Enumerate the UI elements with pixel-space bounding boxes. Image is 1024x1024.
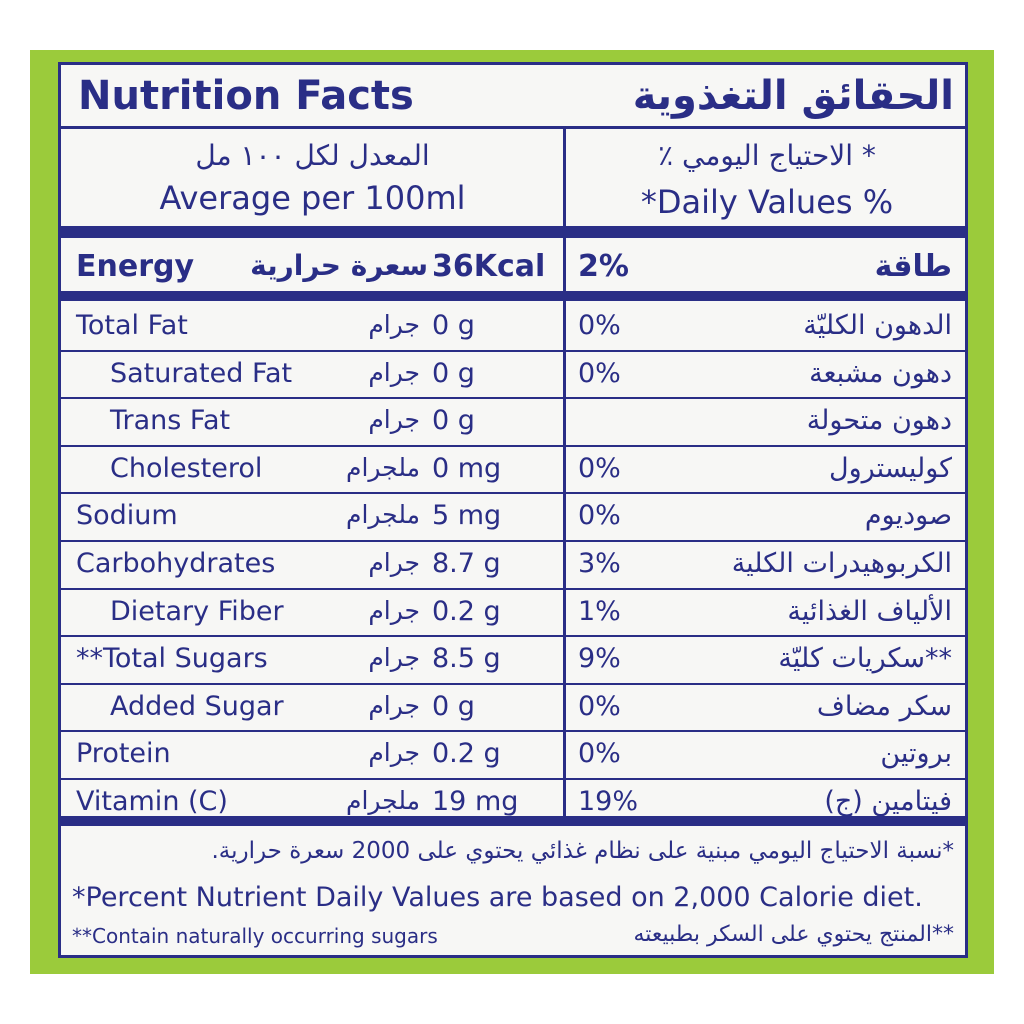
nutrient-en: Saturated Fat	[110, 357, 293, 389]
column-divider	[563, 128, 566, 818]
daily-value: 0%	[578, 738, 621, 770]
daily-value: 9%	[578, 643, 621, 675]
nutrient-ar: دهون مشبعة	[809, 357, 952, 389]
unit-ar: سعرة حرارية	[250, 249, 428, 282]
right-header-ar: * الاحتياج اليومي ٪	[658, 139, 876, 172]
nutrient-en: Total Fat	[76, 310, 188, 341]
unit-ar: ملجرام	[345, 786, 420, 815]
nutrient-en: Trans Fat	[110, 405, 231, 437]
title-en: Nutrition Facts	[78, 73, 414, 119]
nutrient-ar: سكر مضاف	[816, 690, 952, 722]
unit-ar: ملجرام	[345, 500, 420, 530]
amount: 19 mg	[432, 786, 519, 817]
nutrient-en: Cholesterol	[110, 452, 263, 484]
nutrient-ar: فيتامين (ج)	[824, 786, 952, 817]
amount: 0 g	[432, 310, 475, 341]
footnote-en: *Percent Nutrient Daily Values are based…	[72, 882, 923, 913]
daily-value: 19%	[578, 786, 639, 817]
unit-ar: جرام	[368, 548, 420, 577]
nutrient-ar: طاقة	[874, 249, 952, 284]
amount: 8.5 g	[432, 643, 501, 675]
nutrient-ar: الألياف الغذائية	[787, 595, 952, 627]
row-rule	[60, 397, 966, 400]
amount: 5 mg	[432, 500, 502, 532]
thick-rule	[60, 291, 966, 301]
unit-ar: جرام	[368, 643, 420, 673]
unit-ar: ملجرام	[345, 452, 420, 482]
nutrient-en: Energy	[76, 249, 195, 284]
amount: 8.7 g	[432, 548, 501, 579]
daily-value: 3%	[578, 548, 621, 579]
nutrient-en: Added Sugar	[110, 690, 284, 722]
amount: 0 mg	[432, 452, 502, 484]
row-rule	[60, 492, 966, 495]
left-header-ar: المعدل لكل ١٠٠ مل	[195, 139, 430, 172]
amount: 0 g	[432, 357, 475, 389]
nutrient-ar: **سكريات كليّة	[778, 643, 952, 675]
unit-ar: جرام	[368, 405, 420, 435]
row-rule	[60, 778, 966, 780]
row-rule	[60, 587, 966, 590]
title-ar: الحقائق التغذوية	[632, 73, 954, 119]
nutrient-ar: الدهون الكليّة	[803, 310, 952, 341]
nutrient-en: **Total Sugars	[76, 643, 268, 675]
unit-ar: جرام	[368, 738, 420, 768]
nutrient-en: Vitamin (C)	[76, 786, 228, 817]
row-rule	[60, 349, 966, 352]
thick-rule	[60, 226, 966, 238]
amount: 0.2 g	[432, 595, 501, 627]
nutrient-ar: الكربوهيدرات الكلية	[731, 548, 952, 579]
row-rule	[60, 730, 966, 733]
footnote-en: **Contain naturally occurring sugars	[72, 924, 438, 948]
daily-value: 2%	[578, 249, 629, 284]
daily-value: 0%	[578, 690, 621, 722]
unit-ar: جرام	[368, 310, 420, 339]
row-rule	[60, 540, 966, 542]
left-header-en: Average per 100ml	[159, 179, 466, 217]
amount: 0.2 g	[432, 738, 501, 770]
nutrient-en: Protein	[76, 738, 171, 770]
amount: 0 g	[432, 690, 475, 722]
row-rule	[60, 682, 966, 685]
amount: 36Kcal	[432, 249, 546, 284]
footnote-ar: *نسبة الاحتياج اليومي مبنية على نظام غذا…	[211, 838, 954, 864]
nutrition-panel	[58, 62, 968, 958]
daily-value: 0%	[578, 357, 621, 389]
unit-ar: جرام	[368, 690, 420, 720]
amount: 0 g	[432, 405, 475, 437]
thick-rule	[60, 816, 966, 826]
nutrient-en: Carbohydrates	[76, 548, 276, 579]
daily-value: 0%	[578, 452, 621, 484]
row-rule	[60, 444, 966, 447]
unit-ar: جرام	[368, 357, 420, 387]
daily-value: 0%	[578, 500, 621, 532]
daily-value: 1%	[578, 595, 621, 627]
nutrient-ar: دهون متحولة	[806, 405, 952, 437]
unit-ar: جرام	[368, 595, 420, 625]
nutrient-en: Dietary Fiber	[110, 595, 284, 627]
rule	[60, 126, 966, 129]
daily-value: 0%	[578, 310, 621, 341]
right-header-en: *Daily Values %	[640, 183, 894, 221]
nutrient-ar: كوليسترول	[829, 452, 952, 484]
nutrient-ar: بروتين	[880, 738, 952, 770]
nutrient-ar: صوديوم	[864, 500, 952, 532]
footnote-ar: **المنتج يحتوي على السكر بطبيعته	[633, 922, 954, 947]
nutrient-en: Sodium	[76, 500, 178, 532]
row-rule	[60, 635, 966, 638]
